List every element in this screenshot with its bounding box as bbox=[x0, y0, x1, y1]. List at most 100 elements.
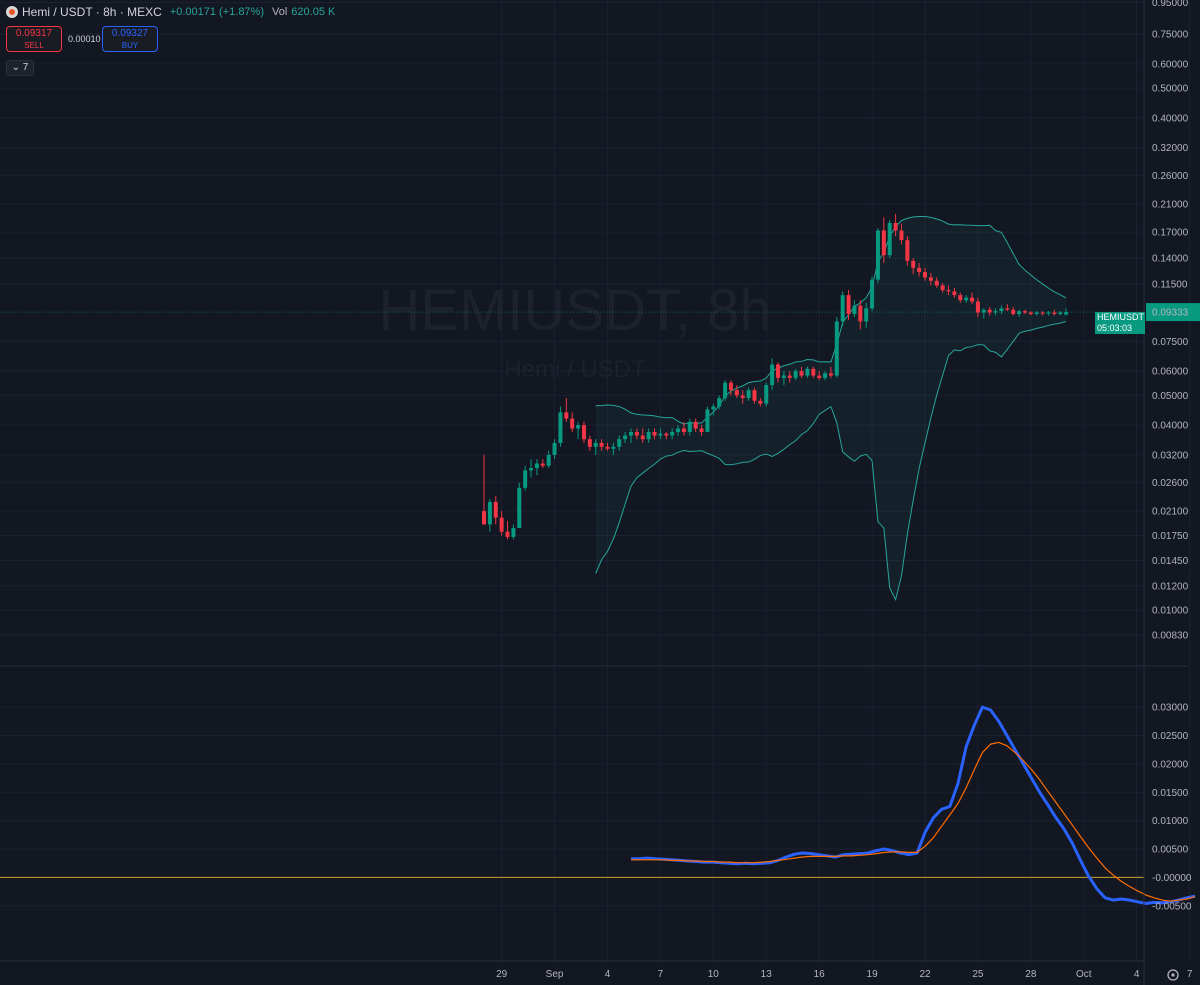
candle bbox=[693, 418, 698, 432]
price-tick-label: 0.05000 bbox=[1152, 391, 1189, 402]
watermark-main: HEMIUSDT, 8h bbox=[378, 278, 771, 343]
candle bbox=[687, 418, 692, 436]
price-tick-label: 0.75000 bbox=[1152, 30, 1189, 41]
candle bbox=[846, 290, 851, 320]
candle bbox=[705, 406, 710, 432]
price-tick-label: 0.01450 bbox=[1152, 556, 1189, 567]
candle bbox=[781, 371, 786, 386]
time-axis[interactable]: 29Sep4710131619222528Oct4710 bbox=[496, 969, 1200, 980]
bollinger-bands bbox=[0, 215, 1144, 602]
price-tick-label: 0.00830 bbox=[1152, 630, 1189, 641]
candle bbox=[511, 524, 516, 540]
candle bbox=[717, 395, 722, 410]
sell-price: 0.09317 bbox=[15, 28, 53, 39]
candle bbox=[1058, 311, 1063, 316]
buy-button[interactable]: 0.09327 BUY bbox=[102, 26, 158, 52]
candle bbox=[858, 300, 863, 330]
time-tick-label: 25 bbox=[972, 969, 984, 980]
price-tick-label: 0.40000 bbox=[1152, 113, 1189, 124]
last-price-label: 0.09333 bbox=[1152, 308, 1189, 319]
sell-label: SELL bbox=[24, 41, 44, 50]
candle bbox=[823, 371, 828, 381]
candle bbox=[1034, 311, 1039, 316]
candle bbox=[899, 223, 904, 245]
time-tick-label: 29 bbox=[496, 969, 508, 980]
price-tick-label: 0.07500 bbox=[1152, 337, 1189, 348]
time-tick-label: 4 bbox=[605, 969, 611, 980]
candle bbox=[493, 496, 498, 525]
badge-symbol: HEMIUSDT bbox=[1097, 312, 1144, 322]
candle bbox=[646, 428, 651, 443]
candle bbox=[917, 262, 922, 277]
lower-band bbox=[595, 320, 1067, 602]
chevron-down-icon: ⌄ bbox=[11, 62, 21, 73]
macd-tick-label: -0.00000 bbox=[1152, 873, 1192, 884]
candles bbox=[482, 213, 1069, 540]
time-tick-label: 22 bbox=[919, 969, 931, 980]
candle bbox=[1040, 311, 1045, 316]
spread-value: 0.00010 bbox=[68, 34, 101, 44]
candle bbox=[670, 428, 675, 440]
grid bbox=[0, 0, 1191, 961]
price-tick-label: 0.17000 bbox=[1152, 228, 1189, 239]
candle bbox=[881, 217, 886, 263]
candle bbox=[611, 442, 616, 455]
candle bbox=[958, 292, 963, 303]
candle bbox=[723, 380, 728, 401]
time-tick-label: 10 bbox=[708, 969, 720, 980]
indicators-collapse-button[interactable]: ⌄ 7 bbox=[6, 60, 34, 76]
symbol-header: Hemi / USDT · 8h · MEXC +0.00171 (+1.87%… bbox=[6, 5, 335, 19]
indicator-count: 7 bbox=[22, 62, 29, 73]
candle bbox=[734, 385, 739, 399]
candle bbox=[758, 398, 763, 407]
macd-tick-label: 0.01500 bbox=[1152, 788, 1189, 799]
upper-band bbox=[595, 215, 1067, 425]
symbol-title[interactable]: Hemi / USDT · 8h · MEXC bbox=[22, 5, 162, 19]
sell-button[interactable]: 0.09317 SELL bbox=[6, 26, 62, 52]
candle bbox=[940, 283, 945, 293]
candle bbox=[699, 425, 704, 436]
candle bbox=[776, 362, 780, 383]
candle bbox=[1011, 306, 1016, 316]
price-axis[interactable]: 0.95000 0.75000 0.60000 0.50000 0.40000 0.320… bbox=[1146, 0, 1200, 641]
candle bbox=[905, 236, 910, 266]
candle bbox=[517, 482, 522, 529]
candle bbox=[840, 291, 845, 327]
macd-tick-label: 0.02000 bbox=[1152, 759, 1189, 770]
last-price-axis-badge bbox=[1146, 303, 1200, 322]
macd-pane bbox=[0, 705, 1196, 905]
price-tick-label: 0.06000 bbox=[1152, 367, 1189, 378]
time-tick-label: Sep bbox=[546, 969, 564, 980]
candle bbox=[934, 277, 939, 288]
candle bbox=[1005, 304, 1010, 312]
price-tick-label: 0.11500 bbox=[1152, 280, 1188, 291]
time-tick-label: Oct bbox=[1076, 969, 1092, 980]
macd-axis[interactable]: 0.03000 0.02500 0.02000 0.01500 0.01000 0.005… bbox=[1152, 703, 1192, 913]
candle bbox=[640, 428, 645, 443]
candle bbox=[987, 306, 992, 316]
time-tick-label: 19 bbox=[867, 969, 879, 980]
candle bbox=[634, 428, 639, 440]
time-tick-label: 16 bbox=[814, 969, 826, 980]
badge-countdown: 05:03:03 bbox=[1097, 323, 1133, 333]
candle bbox=[805, 366, 810, 378]
price-tick-label: 0.02600 bbox=[1152, 478, 1189, 489]
settings-icon[interactable] bbox=[1167, 969, 1179, 981]
candle bbox=[1017, 309, 1022, 317]
candle bbox=[728, 380, 733, 396]
time-tick-label: 4 bbox=[1134, 969, 1140, 980]
candle bbox=[952, 287, 957, 298]
candle bbox=[552, 439, 557, 460]
candle bbox=[817, 371, 822, 381]
volume-value: 620.05 K bbox=[291, 6, 336, 18]
candle bbox=[540, 459, 545, 469]
candle bbox=[676, 425, 681, 436]
candle bbox=[482, 454, 486, 525]
macd-tick-label: -0.00500 bbox=[1152, 901, 1192, 912]
candle bbox=[558, 406, 563, 447]
candle bbox=[629, 428, 633, 443]
macd-line bbox=[631, 705, 1196, 905]
candle bbox=[799, 366, 804, 378]
candle bbox=[576, 421, 581, 440]
